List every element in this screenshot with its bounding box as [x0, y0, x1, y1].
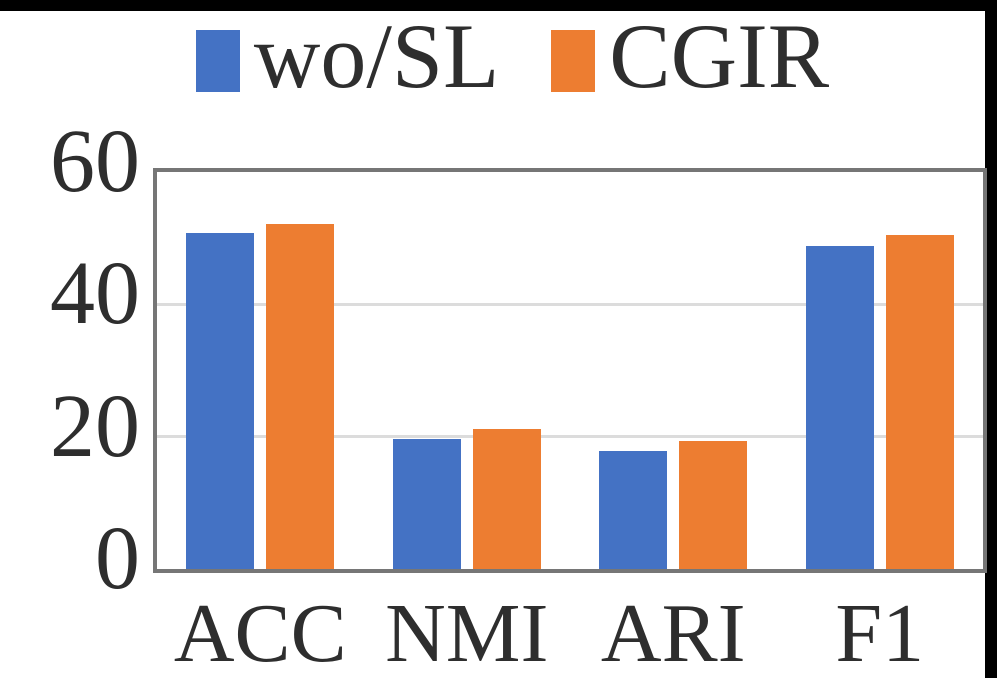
y-tick-label-40: 40 — [50, 244, 140, 344]
legend-swatch-blue-icon — [195, 30, 240, 92]
legend-label-cgir: CGIR — [609, 5, 830, 107]
bar-wo-sl-ari — [599, 451, 668, 569]
gridline-40 — [157, 302, 983, 306]
legend-label-wo-sl: wo/SL — [253, 5, 500, 107]
x-category-label-acc: ACC — [173, 587, 347, 678]
x-category-label-nmi: NMI — [385, 587, 549, 678]
bar-cgir-f1 — [885, 234, 954, 569]
x-category-label-ari: ARI — [600, 587, 746, 678]
screenshot-top-edge-strip — [0, 0, 997, 11]
bar-wo-sl-f1 — [805, 246, 874, 569]
bar-cgir-nmi — [472, 429, 541, 569]
gridline-20 — [157, 435, 983, 439]
y-tick-label-60: 60 — [50, 112, 140, 211]
y-tick-label-0: 0 — [95, 509, 140, 608]
legend-item-wo-sl: wo/SL — [195, 5, 500, 107]
bar-wo-sl-acc — [186, 232, 255, 569]
legend-item-cgir: CGIR — [551, 8, 829, 105]
bar-cgir-acc — [266, 223, 335, 569]
x-category-label-f1: F1 — [835, 587, 925, 678]
bar-wo-sl-nmi — [392, 438, 461, 569]
y-tick-label-20: 20 — [50, 376, 140, 476]
legend-swatch-orange-icon — [551, 30, 596, 92]
chart-legend: wo/SL CGIR — [0, 8, 985, 105]
screenshot-right-edge-strip — [985, 0, 997, 678]
bar-cgir-ari — [679, 440, 748, 569]
plot-area — [153, 168, 987, 573]
